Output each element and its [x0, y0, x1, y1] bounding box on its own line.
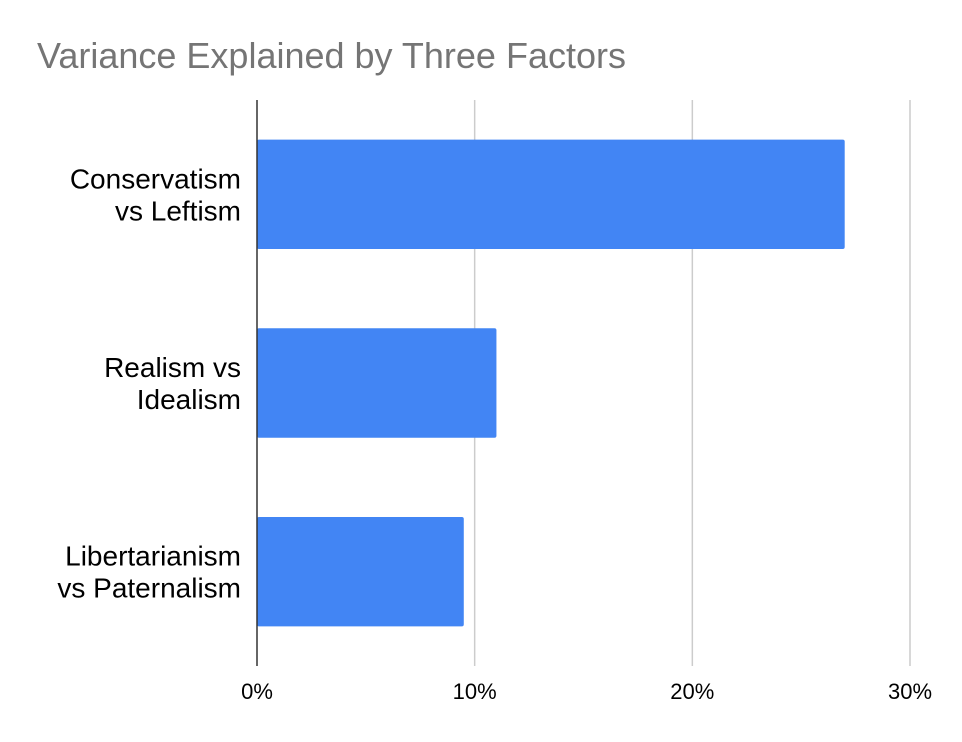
category-label: Idealism — [137, 384, 241, 415]
category-label: vs Leftism — [115, 195, 241, 226]
x-tick-label: 20% — [670, 679, 714, 704]
x-tick-label: 10% — [453, 679, 497, 704]
x-tick-label: 0% — [241, 679, 273, 704]
category-label: Conservatism — [70, 163, 241, 194]
bar — [257, 328, 497, 438]
bar — [257, 516, 464, 627]
category-label: Realism vs — [104, 352, 241, 383]
chart-title: Variance Explained by Three Factors — [37, 35, 626, 76]
bars — [257, 139, 845, 627]
category-label: vs Paternalism — [57, 573, 241, 604]
x-tick-labels: 0% 10% 20% 30% — [241, 679, 932, 704]
bar — [257, 139, 845, 250]
category-label: Libertarianism — [65, 541, 241, 572]
x-tick-label: 30% — [888, 679, 932, 704]
